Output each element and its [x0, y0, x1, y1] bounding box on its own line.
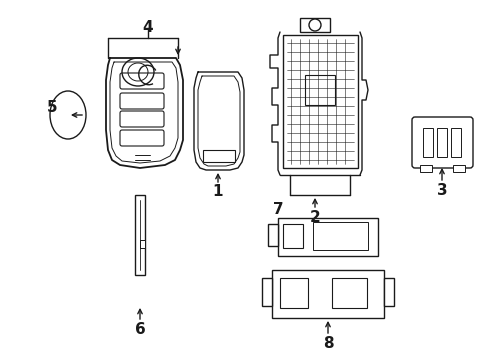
- Bar: [436, 128, 446, 157]
- Bar: [422, 128, 432, 157]
- FancyBboxPatch shape: [120, 73, 163, 89]
- Text: 1: 1: [212, 184, 223, 199]
- Ellipse shape: [308, 19, 320, 31]
- Bar: [299, 18, 329, 32]
- FancyBboxPatch shape: [411, 117, 472, 168]
- Bar: [267, 224, 278, 246]
- Bar: [135, 195, 145, 275]
- Bar: [450, 128, 460, 157]
- Bar: [271, 270, 383, 318]
- Bar: [383, 278, 393, 306]
- Bar: [280, 278, 307, 308]
- Text: 6: 6: [134, 323, 145, 338]
- Bar: [278, 218, 377, 256]
- Bar: [331, 278, 366, 308]
- Bar: [140, 240, 145, 248]
- Text: 7: 7: [272, 202, 283, 217]
- Text: 2: 2: [309, 211, 320, 225]
- Bar: [203, 150, 235, 162]
- Text: 5: 5: [46, 100, 57, 116]
- Bar: [283, 224, 303, 248]
- Bar: [419, 165, 431, 172]
- Text: 8: 8: [322, 337, 333, 351]
- FancyBboxPatch shape: [120, 93, 163, 109]
- Bar: [262, 278, 271, 306]
- Bar: [283, 35, 357, 168]
- Bar: [452, 165, 464, 172]
- Text: 4: 4: [142, 21, 153, 36]
- Bar: [312, 222, 367, 250]
- FancyBboxPatch shape: [120, 111, 163, 127]
- Ellipse shape: [50, 91, 86, 139]
- Bar: [305, 75, 334, 105]
- Text: 3: 3: [436, 184, 447, 198]
- FancyBboxPatch shape: [120, 130, 163, 146]
